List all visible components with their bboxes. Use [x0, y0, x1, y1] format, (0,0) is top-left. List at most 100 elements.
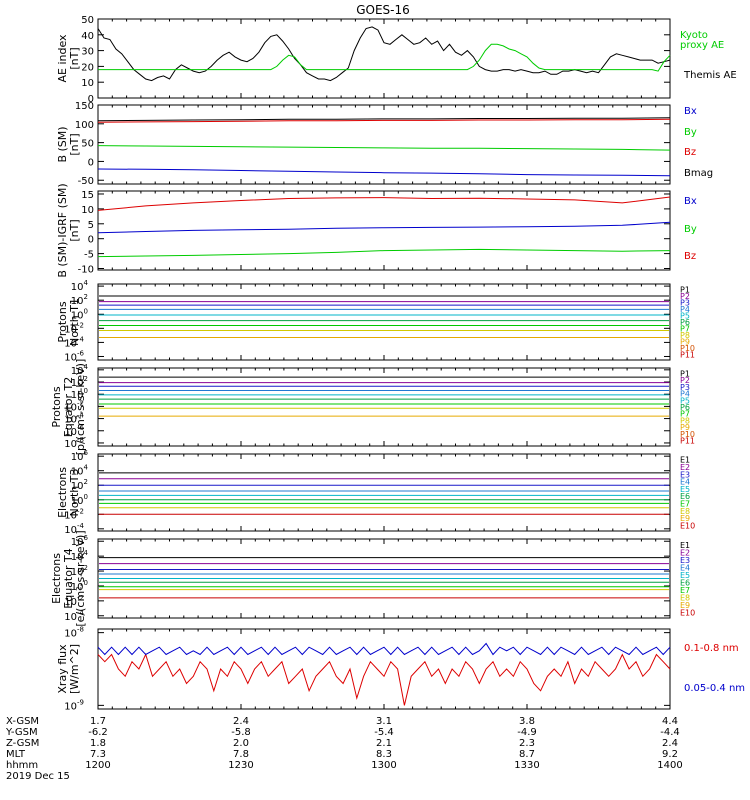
series-line — [98, 43, 671, 72]
panel-8: Xray flux[W/m^2] 10-8 10-9 0.1-0.8 nm 0.05-0… — [56, 626, 745, 713]
series-line — [97, 118, 671, 123]
panel-frame — [97, 628, 671, 710]
y-tick-label: 0 — [88, 235, 94, 246]
legend-entry: E2 — [680, 463, 690, 472]
x-row-value: -4.4 — [660, 727, 680, 738]
x-row-value: 1200 — [85, 760, 110, 771]
x-row-value: -4.9 — [517, 727, 537, 738]
panel-frame — [97, 104, 671, 185]
panel-2: B (SM)[nT] -50 0 50 100 150 Bx By Bz Bmag — [56, 101, 713, 187]
y-tick-label: 10-4 — [64, 335, 84, 349]
legend-entry: 0.1-0.8 nm — [684, 643, 739, 654]
x-row-value: 3.8 — [519, 716, 535, 727]
y-tick-label: 40 — [81, 31, 94, 42]
x-row-value: 1.8 — [90, 738, 106, 749]
date-label: 2019 Dec 15 — [6, 771, 70, 782]
y-tick-label: 104 — [71, 279, 89, 293]
legend-entry: P10 — [680, 430, 695, 439]
y-axis-label: B (SM)-IGRF (SM)[nT] — [56, 183, 81, 277]
x-row-value: 7.8 — [233, 749, 249, 760]
legend-entry: E7 — [680, 586, 690, 595]
x-row-label: hhmm — [6, 760, 38, 771]
y-tick-label: 10 — [81, 205, 94, 216]
x-row-label: Z-GSM — [6, 738, 39, 749]
x-row-value: 2.0 — [233, 738, 249, 749]
series-line — [97, 653, 671, 706]
legend-entry: P9 — [680, 338, 690, 347]
legend-entry: E6 — [680, 492, 690, 501]
x-row-value: -5.8 — [231, 727, 251, 738]
legend-entry: Kyoto — [680, 30, 708, 41]
y-tick-label: 10 — [81, 78, 94, 89]
legend-entry: P11 — [680, 437, 695, 446]
series-line — [97, 117, 671, 122]
legend-entry: Bz — [684, 147, 696, 158]
x-row-value: 1300 — [371, 760, 396, 771]
legend-entry: P2 — [680, 376, 690, 385]
legend-entry: E9 — [680, 601, 690, 610]
legend-entry: P2 — [680, 292, 690, 301]
legend-entry: P4 — [680, 390, 690, 399]
y-tick-label: 50 — [81, 139, 94, 150]
legend-entry: P7 — [680, 410, 690, 419]
legend-entry: P5 — [680, 396, 690, 405]
legend-entry: E4 — [680, 478, 690, 487]
legend-entry: Bx — [684, 106, 697, 117]
legend-entry: P10 — [680, 344, 695, 353]
y-tick-label: 5 — [88, 220, 94, 231]
legend-entry: P6 — [680, 403, 690, 412]
legend-entry: E2 — [680, 548, 690, 557]
y-tick-label: 102 — [71, 293, 88, 307]
legend-entry: P7 — [680, 325, 690, 334]
x-row-value: 9.2 — [662, 749, 678, 760]
legend-entry: E3 — [680, 470, 690, 479]
y-tick-label: 50 — [81, 15, 94, 26]
x-row-value: 2.4 — [662, 738, 678, 749]
y-axis-label: AE index[nT] — [56, 34, 81, 83]
legend-entry: E10 — [680, 608, 695, 617]
panel-frame — [97, 18, 671, 99]
x-row-value: 2.1 — [376, 738, 392, 749]
legend: Bx By Bz Bmag — [684, 106, 713, 179]
x-row-value: 2.4 — [233, 716, 249, 727]
y-tick-label: 10-9 — [64, 698, 84, 712]
x-row-label: Y-GSM — [5, 727, 38, 738]
panel-7: ElectronsEquator T4[e/(cm²-s-sr-keV)]106… — [50, 530, 695, 626]
panel-5: ProtonsEquator T2[p/(cm²-s-sr-keV)]10410… — [50, 359, 695, 456]
y-axis-label: B (SM)[nT] — [56, 126, 81, 162]
y-tick-label: 100 — [71, 307, 88, 321]
legend-entry: E3 — [680, 556, 690, 565]
legend-entry: proxy AE — [680, 40, 724, 51]
legend-entry: P5 — [680, 311, 690, 320]
y-tick-label: 10-2 — [64, 507, 84, 521]
x-row-value: 1.7 — [90, 716, 106, 727]
x-row-value: 8.7 — [519, 749, 535, 760]
y-axis-label: Xray flux[W/m^2] — [56, 644, 81, 694]
legend-entry: P11 — [680, 351, 695, 360]
y-axis-label: ElectronsEquator T4[e/(cm²-s-sr-keV)] — [50, 530, 87, 626]
y-tick-label: 0 — [88, 157, 94, 168]
y-tick-label: -50 — [78, 176, 94, 187]
panel-frame — [97, 367, 671, 447]
x-row-value: -6.2 — [88, 727, 108, 738]
legend-entry: By — [684, 224, 697, 235]
y-axis-label: ProtonsNorth T1 — [56, 298, 81, 346]
legend: 0.1-0.8 nm 0.05-0.4 nm — [684, 643, 745, 694]
panel-6: ElectronsNorth T310610410210010-210-4E1E… — [56, 449, 695, 536]
series-line — [97, 26, 671, 82]
legend-entry: E1 — [680, 456, 690, 465]
legend-entry: E6 — [680, 578, 690, 587]
legend-entry: P3 — [680, 298, 690, 307]
y-tick-label: 0 — [88, 94, 94, 105]
y-axis-label: ProtonsEquator T2[p/(cm²-s-sr-keV)] — [50, 359, 87, 456]
legend-entry: P8 — [680, 331, 690, 340]
legend-entry: By — [684, 127, 697, 138]
y-tick-label: 150 — [75, 101, 94, 112]
